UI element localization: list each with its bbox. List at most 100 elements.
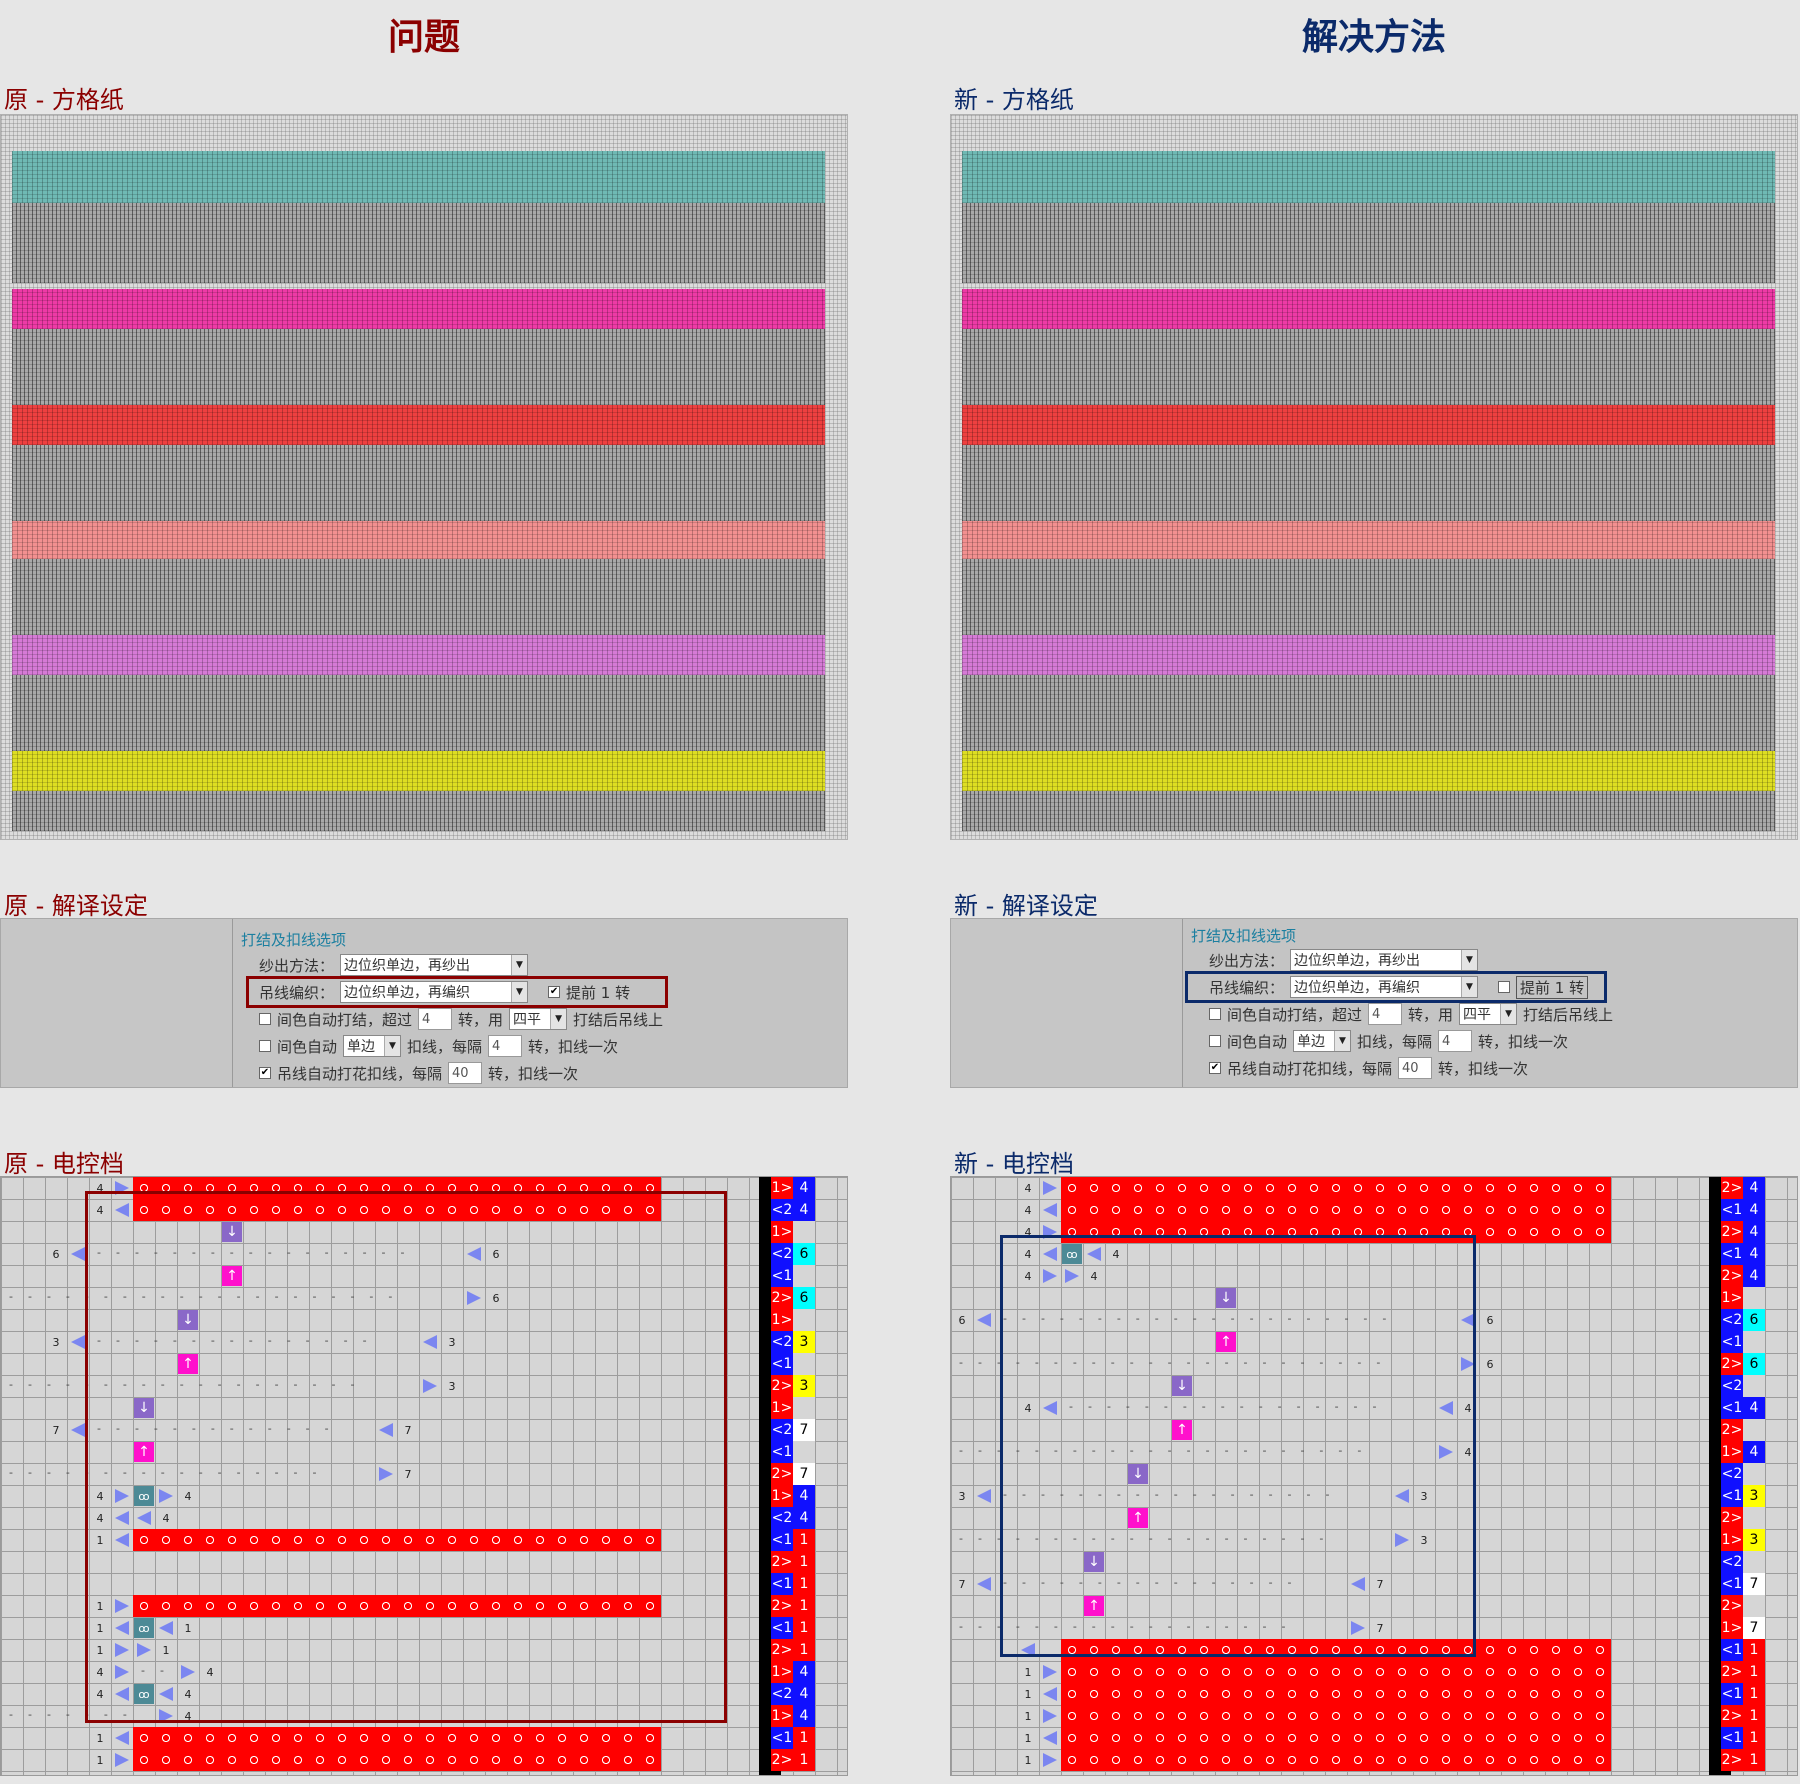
direction-cell: <1 (1721, 1727, 1743, 1749)
hang-auto-checkbox[interactable]: ✔ (1209, 1062, 1221, 1074)
direction-cell: 2> (771, 1287, 793, 1309)
grid-number: 1 (1024, 1753, 1032, 1767)
red-knit-row (133, 1749, 661, 1771)
auto-select[interactable]: 单边 ▼ (1293, 1030, 1352, 1052)
dash-row: ----------------- (97, 1246, 420, 1259)
carrier-number-cell (793, 1397, 815, 1419)
carrier-number-cell: 4 (1743, 1177, 1765, 1199)
red-knit-row (1061, 1727, 1611, 1749)
gray-band (962, 791, 1775, 831)
carrier-number-cell: 1 (1743, 1749, 1765, 1771)
problem-highlight-box (246, 976, 668, 1008)
advance-checkbox[interactable] (1498, 981, 1511, 993)
hang-auto-input[interactable]: 40 (1398, 1057, 1433, 1079)
gray-band (12, 203, 825, 283)
carrier-number-cell: 7 (793, 1419, 815, 1441)
dash-row: --------------- (97, 1334, 382, 1347)
hang-knit-select[interactable]: 边位织单边，再编织 ▼ (1290, 976, 1479, 998)
new-grid-paper[interactable] (950, 114, 1798, 840)
settings-sidebar (1, 919, 233, 1087)
auto-knot-select[interactable]: 四平 ▼ (1459, 1003, 1518, 1025)
direction-cell: 2> (1721, 1419, 1743, 1441)
grid-number: 7 (958, 1577, 966, 1591)
carrier-number-cell: 4 (1743, 1199, 1765, 1221)
triangle-left-icon (1435, 1397, 1457, 1419)
grid-number: 4 (1024, 1401, 1032, 1415)
direction-cell: <1 (771, 1353, 793, 1375)
triangle-left-icon (1039, 1243, 1061, 1265)
direction-cell: <1 (1721, 1243, 1743, 1265)
red-knit-row (133, 1727, 661, 1749)
grid-number: 1 (1024, 1687, 1032, 1701)
direction-cell: <2 (1721, 1375, 1743, 1397)
triangle-left-icon (111, 1683, 133, 1705)
direction-cell: <1 (771, 1573, 793, 1595)
dropdown-arrow-icon[interactable]: ▼ (1334, 1031, 1351, 1051)
auto-checkbox[interactable] (259, 1040, 271, 1052)
solution-highlight-box (1000, 1235, 1476, 1657)
new-control-label: 新 - 电控档 (954, 1150, 1074, 1178)
advance-label: 提前 1 转 (1516, 975, 1589, 999)
advance-checkbox[interactable]: ✔ (548, 986, 561, 998)
auto-input[interactable]: 4 (1438, 1030, 1473, 1052)
red-knit-row (1061, 1749, 1611, 1771)
dash-row: --------------------- (9, 1290, 408, 1303)
dropdown-arrow-icon[interactable]: ▼ (1461, 950, 1478, 970)
auto-knot-mid: 转，用 (1408, 1005, 1454, 1024)
auto-knot-select[interactable]: 四平 ▼ (509, 1008, 568, 1030)
problem-highlight-box (85, 1191, 727, 1723)
direction-cell: <1 (1721, 1573, 1743, 1595)
arrow-up-block-icon: ↑ (222, 1266, 242, 1286)
hang-knit-label: 吊线编织： (1209, 978, 1285, 997)
gray-band (12, 675, 825, 751)
dropdown-arrow-icon[interactable]: ▼ (511, 955, 528, 975)
yarn-out-label: 纱出方法： (1209, 951, 1285, 970)
grid-number: 6 (1486, 1357, 1494, 1371)
salmon-band (962, 521, 1775, 559)
carrier-number-cell: 1 (793, 1639, 815, 1661)
hang-auto-input[interactable]: 40 (448, 1062, 483, 1084)
auto-select[interactable]: 单边 ▼ (343, 1035, 402, 1057)
auto-knot-checkbox[interactable] (259, 1013, 271, 1025)
auto-checkbox[interactable] (1209, 1035, 1221, 1047)
pink-band (962, 289, 1775, 329)
arrow-down-block-icon: ↓ (222, 1222, 242, 1242)
dropdown-arrow-icon[interactable]: ▼ (1461, 977, 1478, 997)
red-knit-row (133, 1595, 661, 1617)
yarn-out-select[interactable]: 边位织单边，再纱出 ▼ (1290, 949, 1479, 971)
triangle-right-icon (1457, 1353, 1479, 1375)
triangle-left-icon (1391, 1485, 1413, 1507)
yarn-out-select[interactable]: 边位织单边，再纱出 ▼ (340, 954, 529, 976)
new-control-file[interactable]: 4 4 4 4 ꝏ 4 4 4 ↓ 6 --------------------- 6 ↑ -------… (950, 1176, 1798, 1776)
original-control-file[interactable]: 4 4 ↓ 6 ----------------- 6 ↑ -----------------… (0, 1176, 848, 1776)
grid-number: 1 (184, 1621, 192, 1635)
red-band (962, 405, 1775, 445)
triangle-right-icon (1347, 1617, 1369, 1639)
grid-number: 1 (162, 1643, 170, 1657)
carrier-number-cell (1743, 1287, 1765, 1309)
hang-auto-checkbox[interactable]: ✔ (259, 1067, 271, 1079)
auto-input[interactable]: 4 (488, 1035, 523, 1057)
direction-cell: <1 (771, 1265, 793, 1287)
dropdown-arrow-icon[interactable]: ▼ (384, 1036, 401, 1056)
direction-cell: 2> (1721, 1595, 1743, 1617)
triangle-left-icon (67, 1243, 89, 1265)
grid-number: 4 (184, 1709, 192, 1723)
dash-row: ----------------- (1069, 1400, 1392, 1413)
dropdown-arrow-icon[interactable]: ▼ (511, 982, 528, 1002)
gray-band (12, 559, 825, 635)
auto-knot-input[interactable]: 4 (418, 1008, 453, 1030)
direction-cell: 2> (1721, 1177, 1743, 1199)
hang-knit-select[interactable]: 边位织单边，再编织 ▼ (340, 981, 529, 1003)
original-grid-paper[interactable] (0, 114, 848, 840)
triangle-right-icon (1391, 1529, 1413, 1551)
dropdown-arrow-icon[interactable]: ▼ (1500, 1004, 1517, 1024)
dropdown-arrow-icon[interactable]: ▼ (550, 1009, 567, 1029)
carrier-number-cell (1743, 1595, 1765, 1617)
auto-knot-input[interactable]: 4 (1368, 1003, 1403, 1025)
knot-icon: ꝏ (1062, 1244, 1082, 1264)
gray-band (962, 329, 1775, 405)
group-title: 打结及扣线选项 (241, 931, 347, 949)
carrier-number-cell (793, 1353, 815, 1375)
auto-knot-checkbox[interactable] (1209, 1008, 1221, 1020)
